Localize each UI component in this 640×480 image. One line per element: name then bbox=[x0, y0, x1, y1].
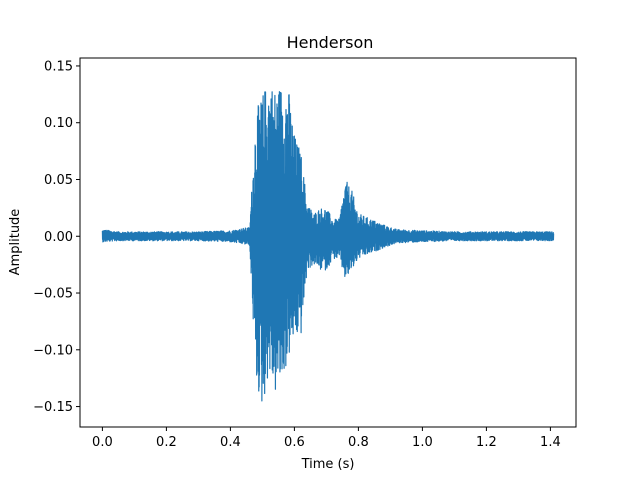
x-tick-label: 0.6 bbox=[284, 435, 305, 450]
x-tick-label: 0.8 bbox=[348, 435, 369, 450]
axes-frame bbox=[79, 57, 577, 428]
x-tick-label: 0.4 bbox=[220, 435, 241, 450]
x-tick-label: 1.2 bbox=[476, 435, 497, 450]
y-tick-label: 0.00 bbox=[44, 230, 73, 245]
y-tick-label: 0.10 bbox=[44, 116, 73, 131]
y-tick-label: 0.15 bbox=[44, 59, 73, 74]
plot-area bbox=[101, 91, 555, 402]
y-tick-label: 0.05 bbox=[44, 173, 73, 188]
y-tick-label: −0.15 bbox=[33, 400, 73, 415]
y-axis: −0.15 −0.10 −0.05 0.00 0.05 0.10 0.15 bbox=[33, 59, 80, 415]
x-tick-label: 0.0 bbox=[92, 435, 113, 450]
x-tick-label: 1.4 bbox=[540, 435, 561, 450]
x-tick-label: 1.0 bbox=[412, 435, 433, 450]
y-axis-label: Amplitude bbox=[8, 209, 23, 276]
y-tick-label: −0.10 bbox=[33, 343, 73, 358]
x-tick-label: 0.2 bbox=[156, 435, 177, 450]
y-tick-label: −0.05 bbox=[33, 287, 73, 302]
waveform-line bbox=[101, 91, 555, 402]
x-axis-label: Time (s) bbox=[301, 457, 355, 472]
x-axis: 0.0 0.2 0.4 0.6 0.8 1.0 1.2 1.4 bbox=[92, 427, 561, 450]
chart-title: Henderson bbox=[287, 33, 374, 52]
